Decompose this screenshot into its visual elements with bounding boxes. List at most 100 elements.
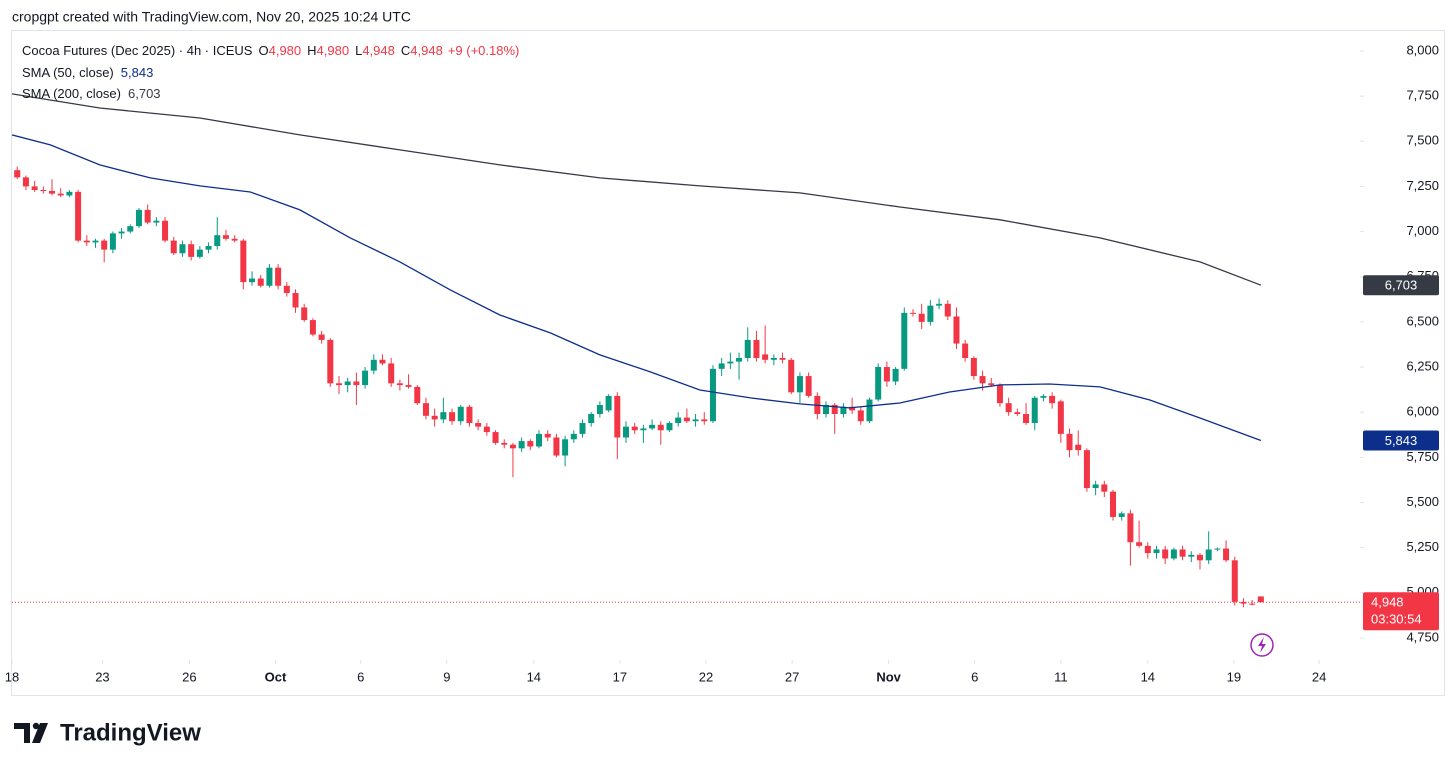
brand-logo: TradingView — [14, 719, 201, 746]
legend-sma-value: 5,843 — [121, 65, 154, 80]
candle-body — [1110, 491, 1117, 517]
candle-body — [144, 209, 151, 223]
x-tick-label: Nov — [876, 669, 901, 684]
legend-key: H — [307, 43, 316, 58]
candle-body — [414, 386, 421, 404]
candle-body — [596, 404, 603, 414]
candle-body — [257, 278, 264, 286]
alert-bolt — [1258, 637, 1266, 653]
candle-body — [14, 170, 21, 178]
y-tick-label: 5,250 — [1406, 539, 1439, 554]
candle-body — [544, 433, 551, 438]
x-tick-label: 23 — [95, 669, 109, 684]
legend-change: +9 (+0.18%) — [448, 43, 520, 58]
candle-body — [718, 363, 725, 369]
candle-body — [709, 368, 716, 422]
candle-body — [640, 428, 647, 431]
y-tick-label: 4,750 — [1406, 629, 1439, 644]
candle-body — [1118, 513, 1125, 517]
candle-body — [840, 406, 847, 414]
candle-body — [327, 339, 334, 384]
x-tick-label: 26 — [182, 669, 196, 684]
candle-body — [449, 412, 456, 422]
candle-body — [118, 231, 125, 234]
candle-body — [231, 238, 238, 241]
y-tick-label: 7,000 — [1406, 223, 1439, 238]
candle-body — [396, 383, 403, 386]
candle-body — [222, 235, 229, 239]
y-tick-label: 7,750 — [1406, 88, 1439, 103]
candle-body — [1066, 433, 1073, 451]
last-price-label: 4,948 — [1371, 595, 1404, 610]
candle-body — [883, 367, 890, 382]
candle-body — [379, 359, 386, 364]
candle-body — [1188, 554, 1195, 557]
candle-body — [31, 186, 38, 191]
candle-body — [1075, 444, 1082, 451]
candle-body — [1257, 596, 1264, 603]
candle-body — [483, 426, 490, 433]
candle-body — [370, 359, 377, 371]
y-tick-label: 6,000 — [1406, 404, 1439, 419]
sma-last-box — [1363, 275, 1439, 296]
sma-line — [12, 134, 1262, 442]
legend-key: C — [401, 43, 410, 58]
candle-body — [57, 193, 64, 196]
candle-body — [266, 267, 273, 286]
y-tick-label: 6,500 — [1406, 313, 1439, 328]
candle-body — [988, 383, 995, 386]
x-tick-label: 9 — [443, 669, 450, 684]
candle-body — [179, 244, 186, 254]
x-tick-label: 6 — [357, 669, 364, 684]
candle-body — [1179, 549, 1186, 557]
candle-body — [22, 177, 29, 187]
legend-title: Cocoa Futures (Dec 2025) · 4h · ICEUS — [22, 43, 253, 58]
x-tick-label: 19 — [1227, 669, 1241, 684]
legend-value: 4,948 — [362, 43, 395, 58]
candle-body — [649, 424, 656, 429]
y-tick-label: 8,000 — [1406, 42, 1439, 57]
candle-body — [1127, 513, 1134, 543]
chart-frame — [11, 30, 1445, 696]
legend-sma-value: 6,703 — [128, 86, 161, 101]
candle-body — [579, 423, 586, 434]
brand-name: TradingView — [60, 719, 201, 746]
candle-body — [1040, 395, 1047, 398]
candle-body — [431, 415, 438, 420]
candle-body — [405, 385, 412, 387]
candle-body — [909, 312, 916, 314]
sma-last-label: 6,703 — [1385, 278, 1418, 293]
candle-body — [1014, 412, 1021, 414]
candle-body — [101, 240, 108, 250]
legend-sma: SMA (200, close) 6,703 — [22, 86, 161, 101]
candle-body — [127, 226, 134, 232]
candle-body — [866, 399, 873, 422]
candle-body — [553, 437, 560, 456]
candle-body — [475, 423, 482, 427]
y-tick-label: 6,250 — [1406, 358, 1439, 373]
candle-body — [927, 305, 934, 322]
candle-body — [788, 359, 795, 393]
candle-body — [501, 442, 508, 445]
candle-body — [466, 406, 473, 424]
candle-body — [892, 368, 899, 382]
candle-body — [614, 395, 621, 438]
candle-body — [249, 278, 256, 283]
candle-body — [831, 404, 838, 414]
alert-icon[interactable] — [1250, 633, 1274, 657]
candle-body — [527, 441, 534, 447]
x-tick-label: 14 — [1141, 669, 1155, 684]
candle-body — [49, 190, 56, 194]
x-tick-label: 14 — [527, 669, 541, 684]
candle-body — [762, 354, 769, 360]
candle-body — [666, 423, 673, 431]
candle-body — [1162, 549, 1169, 559]
x-tick-label: 24 — [1312, 669, 1326, 684]
legend-key: L — [355, 43, 362, 58]
legend-value: 4,980 — [269, 43, 302, 58]
candle-body — [962, 343, 969, 359]
candle-body — [805, 376, 812, 396]
logo-slash — [32, 723, 48, 743]
legend-sma: SMA (50, close) 5,843 — [22, 65, 153, 80]
candle-body — [1101, 484, 1108, 492]
